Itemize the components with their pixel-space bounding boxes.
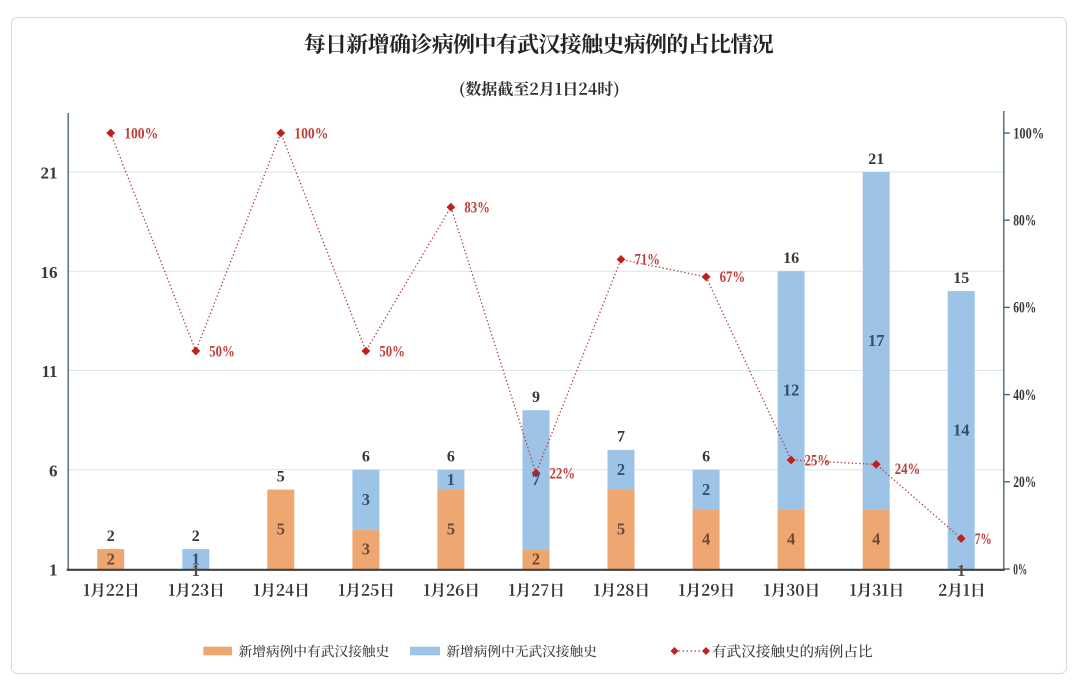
svg-text:11: 11: [41, 362, 57, 381]
svg-text:14: 14: [953, 420, 970, 439]
svg-text:6: 6: [49, 461, 58, 480]
svg-text:1: 1: [957, 561, 965, 580]
svg-text:6: 6: [702, 449, 710, 466]
svg-text:100%: 100%: [294, 125, 328, 142]
svg-text:5: 5: [277, 468, 285, 485]
svg-text:16: 16: [41, 263, 58, 282]
svg-text:100%: 100%: [1013, 125, 1044, 142]
svg-text:16: 16: [783, 250, 799, 267]
svg-text:60%: 60%: [1013, 300, 1036, 317]
svg-text:21: 21: [41, 164, 58, 183]
svg-text:24%: 24%: [895, 461, 921, 478]
svg-text:6: 6: [447, 449, 455, 466]
svg-text:17: 17: [868, 331, 885, 350]
svg-text:12: 12: [783, 381, 800, 400]
svg-text:7%: 7%: [975, 531, 992, 548]
svg-text:15: 15: [953, 270, 969, 287]
svg-text:5: 5: [617, 520, 625, 539]
svg-text:4: 4: [787, 530, 795, 549]
svg-text:7: 7: [532, 470, 540, 489]
svg-text:9: 9: [532, 389, 540, 406]
svg-text:5: 5: [277, 520, 285, 539]
svg-text:2: 2: [617, 460, 625, 479]
svg-text:5: 5: [447, 520, 455, 539]
svg-text:1: 1: [192, 549, 200, 568]
svg-text:7: 7: [617, 429, 625, 446]
svg-text:1: 1: [49, 561, 58, 580]
svg-text:80%: 80%: [1013, 213, 1036, 230]
svg-text:2: 2: [107, 528, 115, 545]
svg-text:22%: 22%: [550, 465, 576, 482]
svg-text:20%: 20%: [1013, 474, 1036, 491]
svg-text:67%: 67%: [720, 269, 746, 286]
svg-text:3: 3: [362, 539, 370, 558]
svg-text:4: 4: [702, 530, 710, 549]
svg-text:100%: 100%: [124, 125, 158, 142]
svg-text:2: 2: [107, 549, 115, 568]
svg-text:3: 3: [362, 490, 370, 509]
svg-text:1: 1: [447, 470, 455, 489]
svg-text:50%: 50%: [209, 343, 235, 360]
svg-text:6: 6: [362, 449, 370, 466]
svg-text:0%: 0%: [1013, 561, 1027, 578]
svg-text:2: 2: [532, 549, 540, 568]
svg-text:4: 4: [872, 530, 880, 549]
svg-text:2: 2: [702, 480, 710, 499]
svg-text:50%: 50%: [379, 343, 405, 360]
svg-text:2: 2: [192, 528, 200, 545]
svg-text:71%: 71%: [635, 252, 661, 269]
svg-text:40%: 40%: [1013, 387, 1036, 404]
svg-text:83%: 83%: [464, 199, 490, 216]
svg-text:1: 1: [192, 561, 200, 580]
svg-text:25%: 25%: [805, 452, 831, 469]
svg-text:21: 21: [868, 151, 884, 168]
